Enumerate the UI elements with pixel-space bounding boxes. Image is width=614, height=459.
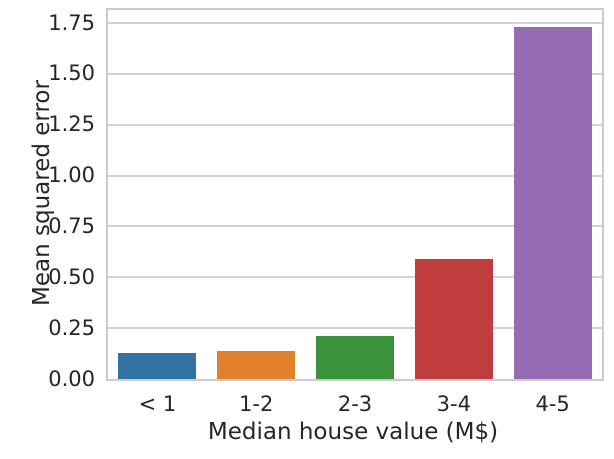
gridline [108, 22, 602, 25]
plot-area [106, 8, 604, 381]
y-tick-label: 1.50 [48, 61, 95, 86]
x-tick-label: 4-5 [535, 392, 570, 416]
gridline [108, 276, 602, 279]
y-tick-label: 0.50 [48, 264, 95, 289]
x-tick-label: < 1 [138, 392, 177, 416]
x-tick-label: 2-3 [337, 392, 373, 416]
bar-< 1 [118, 352, 197, 379]
x-tick-label: 1-2 [239, 392, 274, 416]
gridline [108, 72, 602, 75]
y-tick-label: 1.00 [48, 163, 95, 188]
bar-4-5 [513, 27, 592, 379]
bar-3-4 [414, 259, 493, 379]
y-tick-label: 0.75 [48, 213, 95, 238]
y-tick-label: 1.75 [48, 10, 95, 35]
x-tick-label: 3-4 [436, 392, 471, 416]
x-axis-label: Median house value (M$) [207, 419, 499, 445]
y-tick-label: 1.25 [48, 112, 95, 137]
bar-1-2 [217, 350, 296, 379]
gridline [108, 174, 602, 177]
y-tick-label: 0.00 [48, 366, 95, 391]
gridline [108, 123, 602, 126]
gridline [108, 327, 602, 330]
y-tick-label: 0.25 [48, 315, 95, 340]
gridline [108, 225, 602, 228]
bar-2-3 [316, 336, 394, 379]
